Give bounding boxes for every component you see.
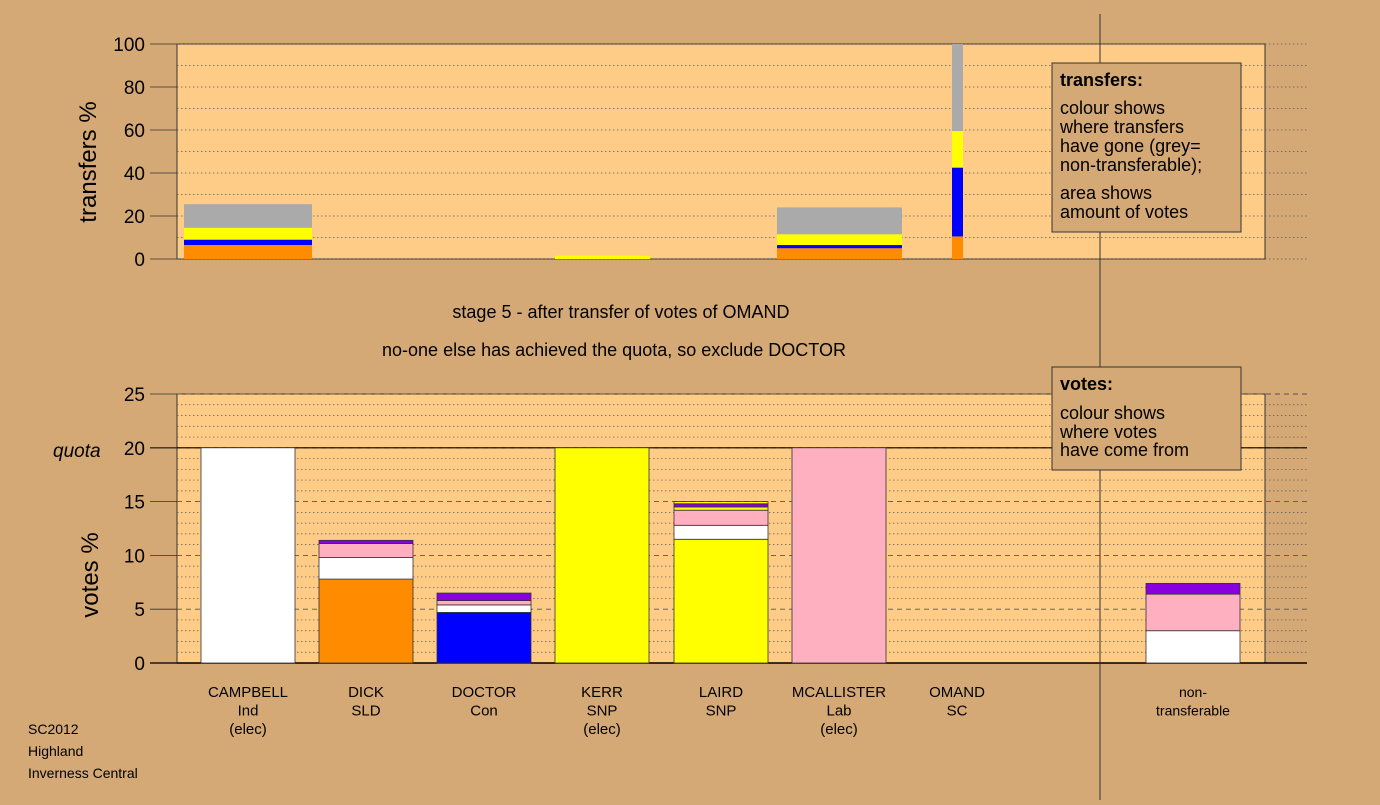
candidate-label: SNP: [706, 703, 737, 720]
candidate-label: KERR: [581, 684, 623, 701]
transfer-bar-segment: [184, 239, 312, 246]
y-tick-label: 20: [124, 439, 145, 460]
transfers-legend-line: non-transferable);: [1060, 155, 1202, 175]
y-tick-label: 0: [134, 250, 145, 271]
y-tick-label: 20: [124, 207, 145, 228]
y-tick-label: 25: [124, 385, 145, 406]
y-tick-label: 10: [124, 546, 145, 567]
vote-bar-segment: [673, 501, 769, 505]
vote-bar-segment: [436, 600, 532, 606]
transfer-bar-segment: [184, 204, 312, 228]
candidate-label: SC: [947, 703, 968, 720]
transfers-legend-line: where transfers: [1059, 117, 1184, 137]
votes-bars: [200, 447, 1241, 664]
vote-bar-segment: [1145, 630, 1241, 664]
vote-bar-segment: [791, 447, 887, 664]
footer: SC2012 Highland Inverness Central: [28, 721, 138, 781]
transfers-grid: [177, 43, 1307, 260]
candidate-label: (elec): [583, 721, 621, 738]
transfers-legend-title: transfers:: [1060, 70, 1143, 90]
y-tick-label: 0: [134, 654, 145, 675]
vote-bar-segment: [673, 506, 769, 511]
transfer-bar-segment: [777, 248, 902, 259]
candidate-label: CAMPBELL: [208, 684, 288, 701]
y-tick-label: 5: [134, 600, 145, 621]
transfers-legend: transfers: colour shows where transfers …: [1051, 62, 1242, 233]
transfer-bar-segment: [952, 131, 963, 168]
vote-bar-segment: [436, 604, 532, 613]
transfer-bar-segment: [777, 207, 902, 235]
candidate-label: OMAND: [929, 684, 985, 701]
vote-bar-segment: [200, 447, 296, 664]
y-tick-label: 60: [124, 121, 145, 142]
vote-bar-segment: [673, 538, 769, 664]
vote-bar-segment: [1145, 593, 1241, 632]
transfer-bar-segment: [777, 234, 902, 246]
votes-legend-line: where votes: [1059, 422, 1157, 442]
transfers-legend-line: have gone (grey=: [1060, 136, 1201, 156]
quota-label: quota: [53, 441, 101, 462]
transfer-bar-segment: [184, 245, 312, 259]
votes-legend-title: votes:: [1060, 374, 1113, 394]
vote-bar-segment: [318, 578, 414, 664]
y-tick-label: 40: [124, 164, 145, 185]
candidate-label: transferable: [1156, 703, 1230, 719]
transfer-bar-segment: [555, 255, 650, 259]
stage-description: stage 5 - after transfer of votes of OMA…: [452, 302, 789, 322]
candidate-label: non-: [1179, 684, 1207, 700]
transfer-bar-segment: [184, 227, 312, 240]
transfers-bars: [184, 44, 963, 259]
votes-legend-line: have come from: [1060, 440, 1189, 460]
transfer-bar-segment: [952, 167, 963, 237]
votes-y-axis-label: votes %: [77, 532, 104, 617]
transfers-legend-line: amount of votes: [1060, 202, 1188, 222]
footer-ward: Inverness Central: [28, 765, 138, 781]
vote-bar-segment: [1145, 582, 1241, 595]
vote-bar-segment: [318, 557, 414, 580]
transfers-y-ticks: 0 20 40 60 80 100: [113, 35, 177, 271]
transfer-bar-segment: [952, 44, 963, 132]
candidate-label: (elec): [229, 721, 267, 738]
votes-legend: votes: colour shows where votes have com…: [1051, 366, 1242, 471]
votes-y-ticks: 0 5 10 15 20 25: [124, 385, 177, 675]
vote-bar-segment: [436, 612, 532, 664]
vote-bar-segment: [318, 539, 414, 544]
transfer-bar-segment: [777, 245, 902, 249]
y-tick-label: 100: [113, 35, 145, 56]
transfers-y-axis-label: transfers %: [75, 101, 102, 222]
candidate-label: DICK: [348, 684, 384, 701]
stage-decision: no-one else has achieved the quota, so e…: [382, 340, 846, 360]
candidate-label: MCALLISTER: [792, 684, 886, 701]
candidate-label: LAIRD: [699, 684, 743, 701]
candidate-label: Con: [470, 703, 498, 720]
footer-council: Highland: [28, 743, 83, 759]
vote-bar-segment: [673, 503, 769, 508]
y-tick-label: 80: [124, 78, 145, 99]
vote-bar-segment: [673, 524, 769, 540]
vote-bar-segment: [554, 447, 650, 664]
transfers-legend-line: area shows: [1060, 183, 1152, 203]
candidate-label: (elec): [820, 721, 858, 738]
vote-bar-segment: [318, 543, 414, 558]
vote-bar-segment: [436, 592, 532, 601]
transfer-bar-segment: [952, 236, 963, 259]
candidate-labels: CAMPBELLInd(elec)DICKSLDDOCTORConKERRSNP…: [208, 684, 1230, 738]
y-tick-label: 15: [124, 493, 145, 514]
candidate-label: DOCTOR: [452, 684, 517, 701]
candidate-label: Lab: [826, 703, 851, 720]
vote-bar-segment: [673, 509, 769, 526]
candidate-label: Ind: [238, 703, 259, 720]
candidate-label: SLD: [351, 703, 380, 720]
votes-legend-line: colour shows: [1060, 403, 1165, 423]
transfers-legend-line: colour shows: [1060, 98, 1165, 118]
footer-election: SC2012: [28, 721, 79, 737]
candidate-label: SNP: [587, 703, 618, 720]
